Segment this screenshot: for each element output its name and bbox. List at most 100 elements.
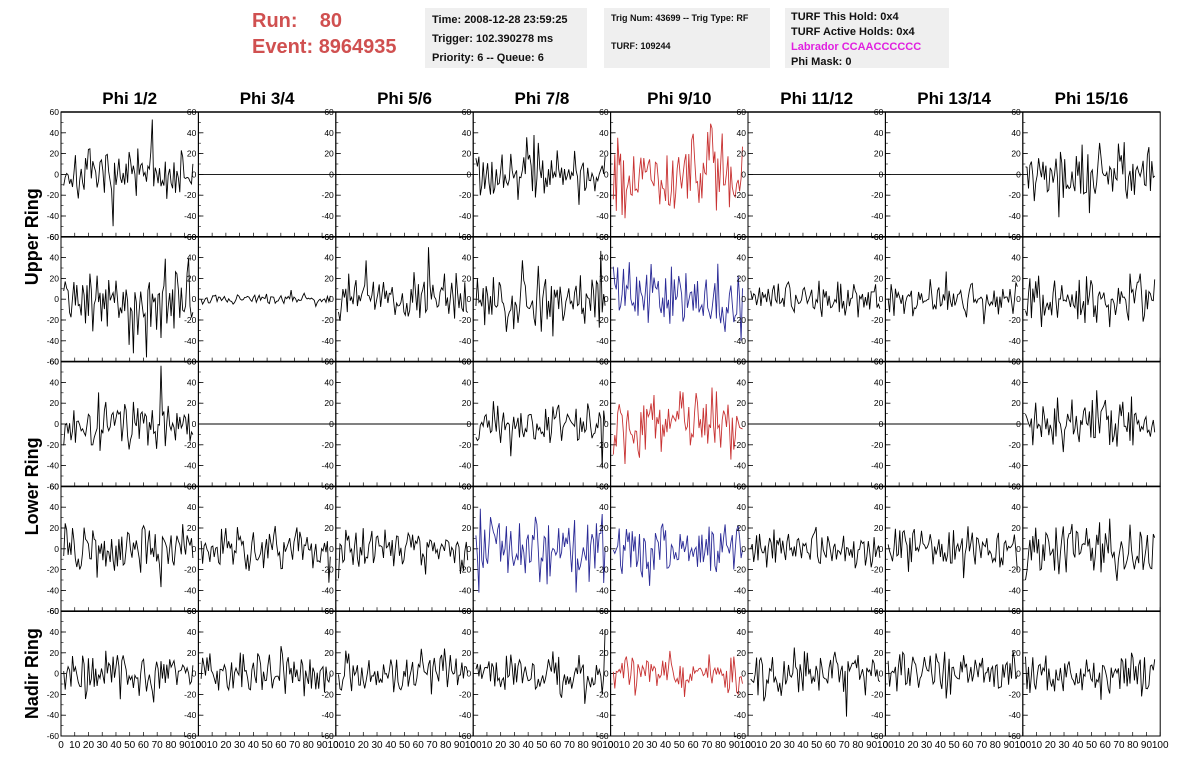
- y-tick-label: -40: [322, 710, 335, 720]
- x-tick-label: 60: [1100, 740, 1112, 751]
- y-tick-label: 60: [1011, 232, 1021, 242]
- waveform-trace: [612, 523, 743, 586]
- turf-text: TURF: 109244: [611, 41, 671, 51]
- y-tick-label: 60: [599, 606, 609, 616]
- waveform-trace: [887, 526, 1018, 579]
- waveform-trace: [338, 247, 469, 321]
- y-tick-label: 40: [737, 128, 747, 138]
- y-tick-label: 40: [599, 253, 609, 263]
- y-tick-label: -40: [734, 461, 747, 471]
- x-tick-label: 40: [523, 740, 535, 751]
- y-tick-label: 40: [324, 128, 334, 138]
- x-tick-label: 20: [83, 740, 95, 751]
- y-tick-label: 20: [187, 648, 197, 658]
- waveform-trace: [1025, 652, 1156, 700]
- column-title: Phi 15/16: [1055, 89, 1129, 108]
- waveform-trace: [750, 280, 881, 318]
- x-tick-label: 70: [564, 740, 576, 751]
- y-tick-label: 0: [329, 669, 334, 679]
- y-tick-label: -20: [871, 440, 884, 450]
- x-tick-label: 50: [811, 740, 823, 751]
- y-tick-label: 0: [192, 419, 197, 429]
- y-tick-label: 60: [50, 107, 60, 117]
- y-tick-label: 60: [324, 232, 334, 242]
- y-tick-label: 20: [462, 149, 472, 159]
- x-tick-label: 40: [385, 740, 397, 751]
- y-tick-label: 0: [741, 669, 746, 679]
- y-tick-label: 60: [599, 232, 609, 242]
- y-tick-label: -20: [184, 190, 197, 200]
- y-tick-label: -40: [596, 710, 609, 720]
- y-tick-label: 20: [599, 149, 609, 159]
- y-tick-label: -20: [322, 565, 335, 575]
- y-tick-label: -20: [734, 565, 747, 575]
- y-tick-label: 60: [324, 107, 334, 117]
- y-tick-label: 60: [50, 232, 60, 242]
- plot-frame: [472, 236, 612, 363]
- x-tick-label: 40: [1072, 740, 1084, 751]
- waveform-trace: [338, 648, 469, 695]
- y-tick-label: 20: [599, 273, 609, 283]
- x-tick-label: 70: [152, 740, 164, 751]
- y-tick-label: -60: [1009, 731, 1022, 741]
- x-tick-label: 30: [234, 740, 246, 751]
- x-tick-label: 90: [591, 740, 603, 751]
- waveform-trace: [63, 119, 194, 227]
- run-value: 80: [319, 10, 343, 32]
- y-tick-label: 40: [737, 502, 747, 512]
- waveform-trace: [1025, 518, 1156, 581]
- waveform-trace: [887, 650, 1018, 699]
- x-tick-label: 10: [69, 740, 81, 751]
- x-tick-label: 100: [740, 740, 757, 751]
- y-tick-label: -20: [322, 440, 335, 450]
- y-tick-label: 40: [1011, 253, 1021, 263]
- y-tick-label: 60: [1011, 606, 1021, 616]
- x-tick-label: 90: [1141, 740, 1153, 751]
- y-tick-label: 40: [1011, 502, 1021, 512]
- y-tick-label: -20: [47, 565, 60, 575]
- y-tick-label: 60: [462, 606, 472, 616]
- y-tick-label: -20: [47, 689, 60, 699]
- y-tick-label: 0: [604, 169, 609, 179]
- waveform-trace: [63, 650, 194, 703]
- y-tick-label: 40: [737, 253, 747, 263]
- x-tick-label: 30: [646, 740, 658, 751]
- waveform-trace: [612, 262, 743, 341]
- y-tick-label: 40: [599, 128, 609, 138]
- y-tick-label: 0: [879, 169, 884, 179]
- y-tick-label: 60: [50, 481, 60, 491]
- x-tick-label: 20: [220, 740, 232, 751]
- y-tick-label: 60: [50, 606, 60, 616]
- y-tick-label: -40: [1009, 336, 1022, 346]
- y-tick-label: 0: [192, 544, 197, 554]
- y-tick-label: -20: [1009, 315, 1022, 325]
- x-tick-label: 60: [550, 740, 562, 751]
- x-tick-label: 40: [248, 740, 260, 751]
- y-tick-label: 20: [599, 398, 609, 408]
- y-tick-label: -40: [734, 585, 747, 595]
- x-tick-label: 10: [481, 740, 493, 751]
- y-tick-label: 40: [874, 253, 884, 263]
- y-tick-label: 60: [737, 232, 747, 242]
- x-tick-label: 70: [289, 740, 301, 751]
- y-tick-label: -20: [871, 689, 884, 699]
- turf-active-holds-text: TURF Active Holds: 0x4: [791, 26, 915, 38]
- y-tick-label: 0: [329, 544, 334, 554]
- plot-frame: [1022, 610, 1161, 737]
- y-tick-label: 20: [874, 648, 884, 658]
- y-tick-label: -20: [322, 190, 335, 200]
- y-tick-label: -20: [734, 190, 747, 200]
- y-tick-label: -40: [1009, 710, 1022, 720]
- y-tick-label: 20: [50, 273, 60, 283]
- y-tick-label: -20: [459, 440, 472, 450]
- x-tick-label: 30: [921, 740, 933, 751]
- x-tick-label: 0: [1020, 740, 1026, 751]
- x-tick-label: 10: [344, 740, 356, 751]
- y-tick-label: 40: [1011, 377, 1021, 387]
- x-tick-label: 50: [124, 740, 136, 751]
- column-title: Phi 7/8: [514, 89, 569, 108]
- y-tick-label: 60: [462, 107, 472, 117]
- x-tick-label: 70: [1113, 740, 1125, 751]
- x-tick-label: 100: [465, 740, 482, 751]
